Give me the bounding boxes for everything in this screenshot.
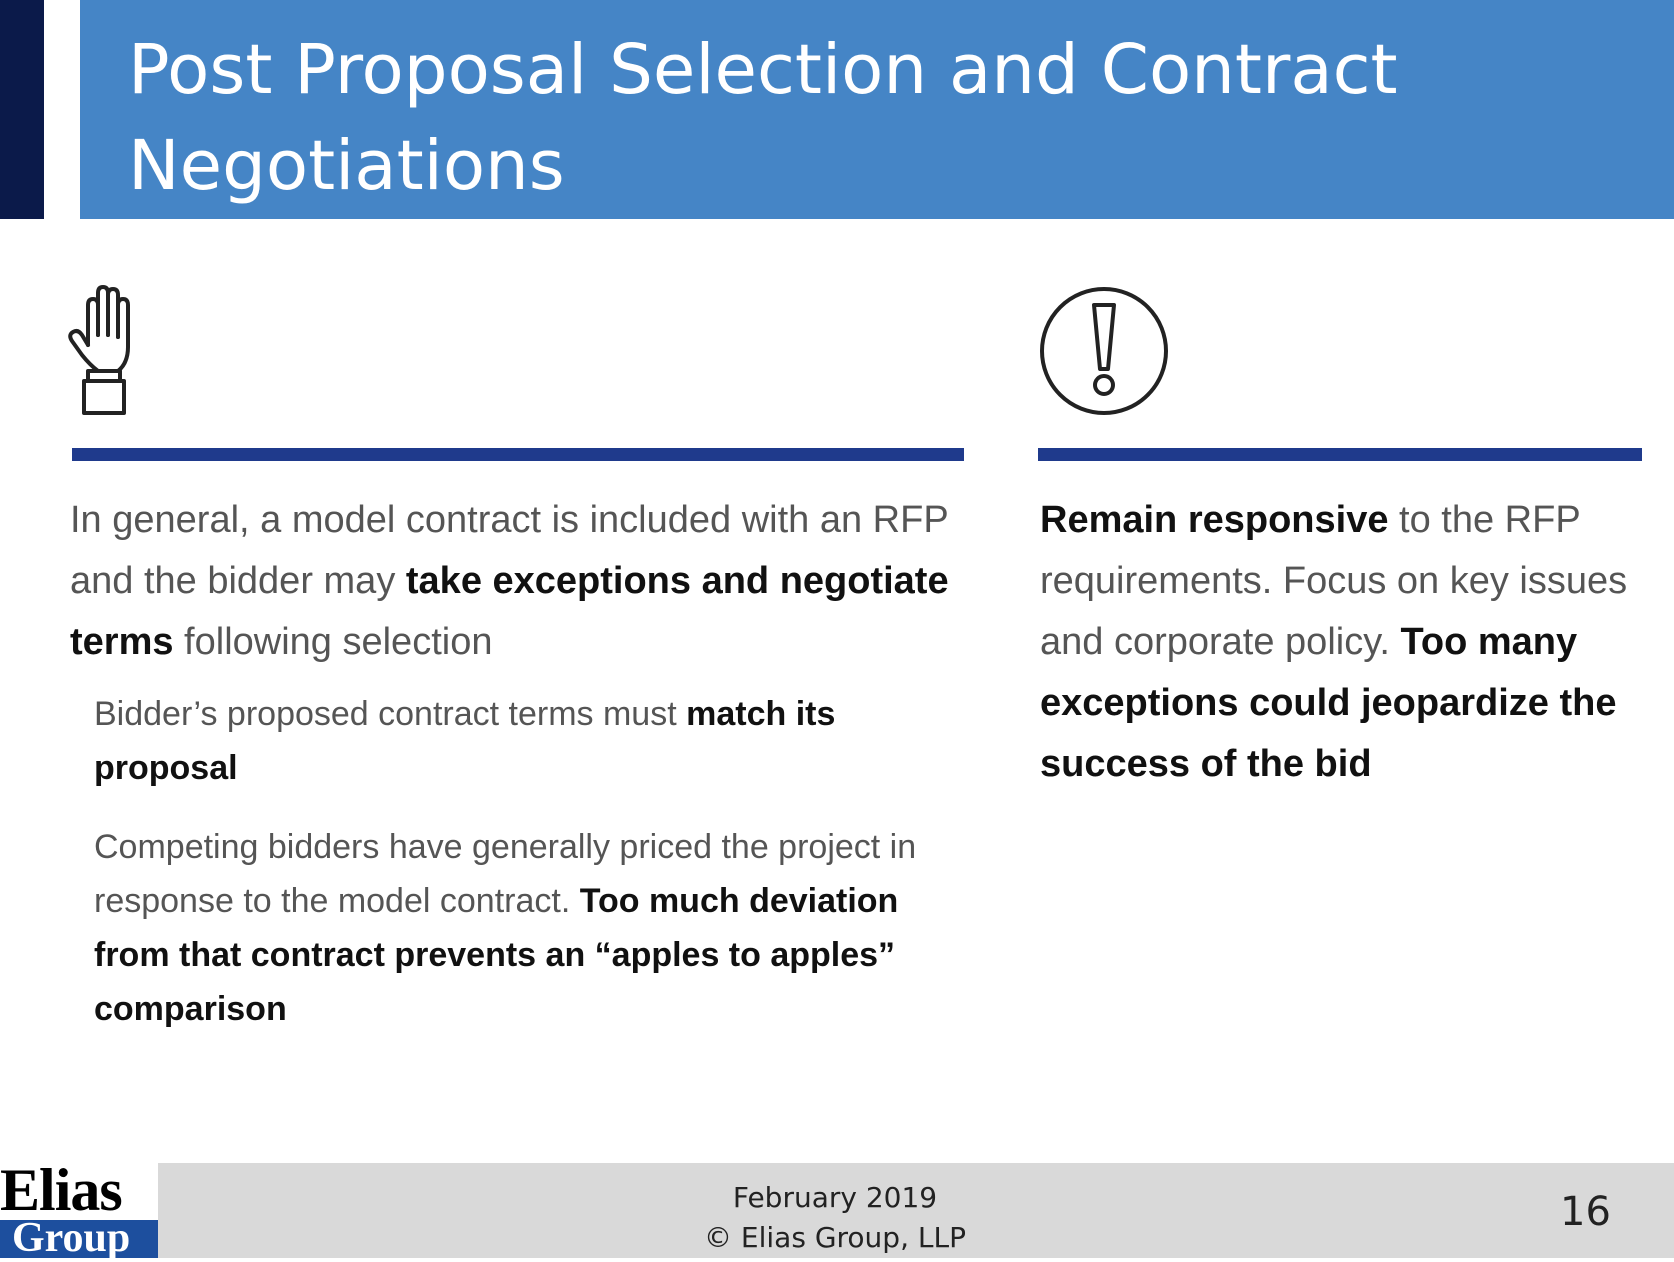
text-run: following selection xyxy=(173,621,493,663)
text-run: to the RFP requirements. Focus on key is… xyxy=(1040,499,1628,663)
bold-run: Too many exceptions could jeopardize the… xyxy=(1040,621,1617,785)
bold-run: take exceptions and negotiate terms xyxy=(70,560,949,663)
logo-elias-text: Elias xyxy=(0,1157,123,1223)
raised-hand-icon xyxy=(68,285,130,415)
left-bullet-1: Bidder’s proposed contract terms must ma… xyxy=(94,687,954,795)
left-bullet-2: Competing bidders have generally priced … xyxy=(94,820,954,1036)
right-divider xyxy=(1038,448,1642,461)
text-run: Bidder’s proposed contract terms must xyxy=(94,695,687,733)
footer-bar xyxy=(0,1163,1674,1258)
right-main-paragraph: Remain responsive to the RFP requirement… xyxy=(1040,490,1640,795)
title-accent-bar xyxy=(0,0,44,219)
logo-group-text: Group xyxy=(12,1215,131,1261)
bold-run: Remain responsive xyxy=(1040,499,1389,541)
slide-title: Post Proposal Selection and Contract Neg… xyxy=(128,30,1398,206)
left-divider xyxy=(72,448,964,461)
text-run: Competing bidders have generally priced … xyxy=(94,828,917,920)
exclamation-circle-icon xyxy=(1040,287,1168,415)
text-run: In general, a model contract is included… xyxy=(70,499,948,602)
title-bar xyxy=(80,0,1674,219)
footer-date: February 2019 xyxy=(732,1181,938,1214)
logo-group-box xyxy=(0,1220,158,1258)
footer-copyright: © Elias Group, LLP xyxy=(704,1221,966,1254)
bold-run: Too much deviation from that contract pr… xyxy=(94,882,899,1028)
left-main-paragraph: In general, a model contract is included… xyxy=(70,490,970,673)
bold-run: match its proposal xyxy=(94,695,836,787)
page-number: 16 xyxy=(1560,1189,1611,1235)
